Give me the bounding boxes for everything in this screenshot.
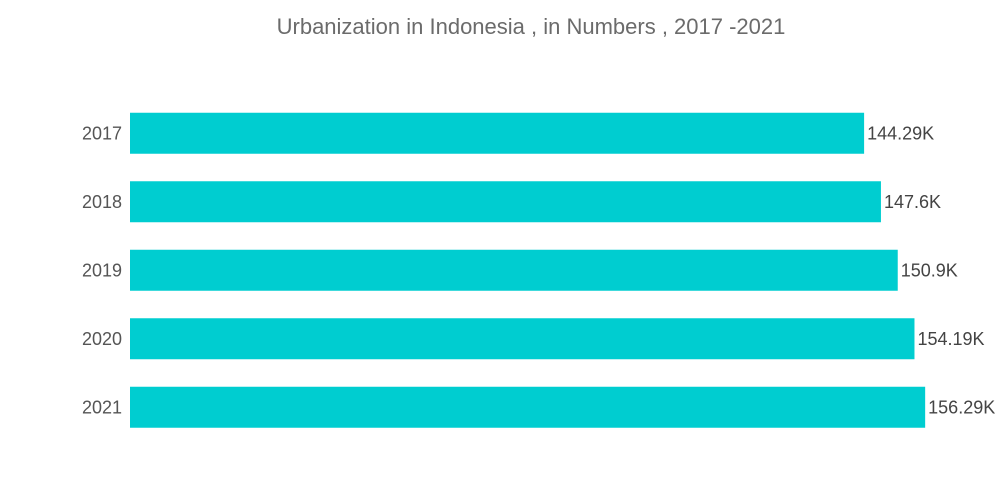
data-label-2018: 147.6K [884, 192, 941, 212]
tick-label-2020: 2020 [82, 329, 122, 349]
tick-label-2017: 2017 [82, 123, 122, 143]
tick-label-2021: 2021 [82, 397, 122, 417]
data-label-2019: 150.9K [901, 260, 958, 280]
bar-2018 [130, 181, 881, 223]
data-label-2021: 156.29K [928, 397, 995, 417]
bar-2017 [130, 112, 865, 154]
chart-title: Urbanization in Indonesia , in Numbers ,… [276, 14, 786, 39]
data-label-2020: 154.19K [917, 329, 984, 349]
tick-label-2018: 2018 [82, 192, 122, 212]
data-label-2017: 144.29K [867, 123, 934, 143]
data-labels: 144.29K 147.6K 150.9K 154.19K 156.29K [867, 123, 995, 417]
bar-2019 [130, 249, 898, 291]
tick-label-2019: 2019 [82, 260, 122, 280]
bars-layer [130, 112, 926, 428]
category-axis: 2017 2018 2019 2020 2021 [82, 123, 122, 417]
bar-2021 [130, 386, 926, 428]
bar-2020 [130, 318, 915, 360]
